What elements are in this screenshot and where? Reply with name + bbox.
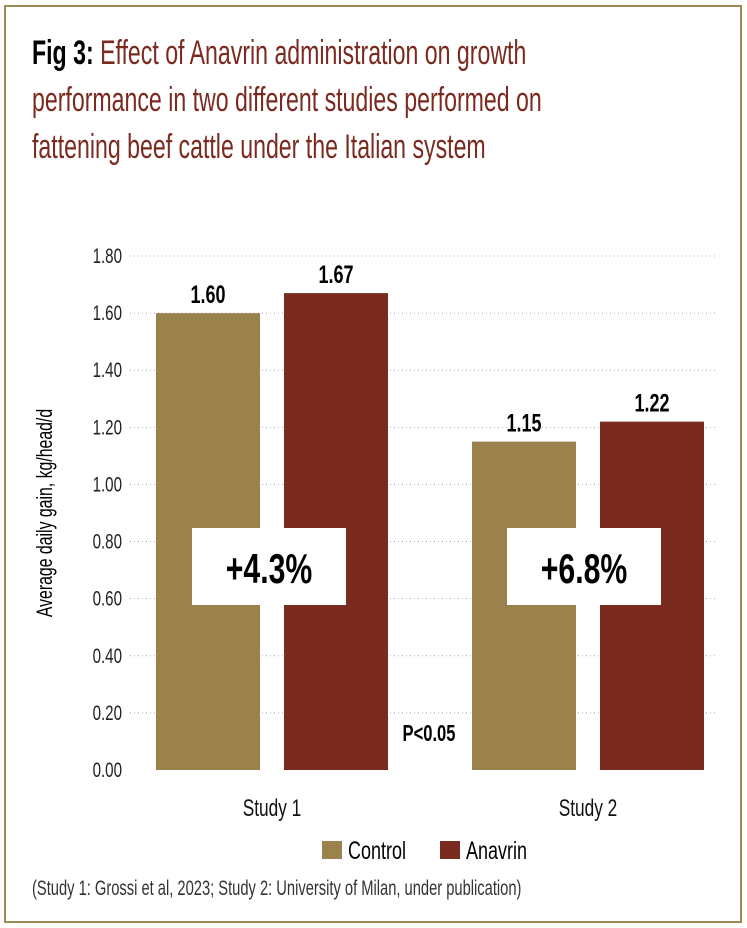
data-label: 1.60	[190, 280, 225, 309]
difference-box	[507, 528, 661, 605]
y-tick-label: 0.40	[93, 643, 122, 667]
legend-label-control: Control	[348, 836, 406, 865]
difference-label: +4.3%	[226, 545, 313, 592]
data-label: 1.15	[506, 409, 541, 438]
legend-swatch-anavrin	[440, 841, 460, 859]
y-tick-label: 0.80	[93, 529, 122, 553]
y-tick-label: 1.20	[93, 415, 122, 439]
significance-label: P<0.05	[403, 721, 456, 746]
y-axis-label: Average daily gain, kg/head/d	[34, 409, 58, 617]
y-tick-label: 1.80	[93, 243, 122, 267]
bar-control-2	[472, 441, 576, 770]
y-tick-label: 1.40	[93, 358, 122, 382]
difference-label: +6.8%	[541, 545, 628, 592]
title-line-2: performance in two different studies per…	[32, 81, 542, 119]
data-label: 1.67	[318, 260, 353, 289]
title-line-3: fattening beef cattle under the Italian …	[32, 128, 486, 166]
legend-swatch-control	[322, 841, 342, 859]
figure-number: Fig 3:	[32, 34, 94, 72]
y-tick-label: 0.00	[93, 757, 122, 781]
difference-box	[192, 528, 346, 605]
x-tick-label: Study 2	[559, 795, 618, 821]
title-line-1: Effect of Anavrin administration on grow…	[100, 34, 527, 72]
y-tick-label: 0.60	[93, 586, 122, 610]
figure-frame	[4, 5, 742, 923]
y-tick-label: 1.60	[93, 301, 122, 325]
y-tick-label: 1.00	[93, 472, 122, 496]
figure-title: Fig 3: Effect of Anavrin administration …	[32, 30, 658, 171]
legend-label-anavrin: Anavrin	[466, 836, 527, 865]
y-tick-label: 0.20	[93, 700, 122, 724]
x-tick-label: Study 1	[243, 795, 302, 821]
data-label: 1.22	[634, 389, 669, 418]
footnote: (Study 1: Grossi et al, 2023; Study 2: U…	[32, 877, 522, 900]
